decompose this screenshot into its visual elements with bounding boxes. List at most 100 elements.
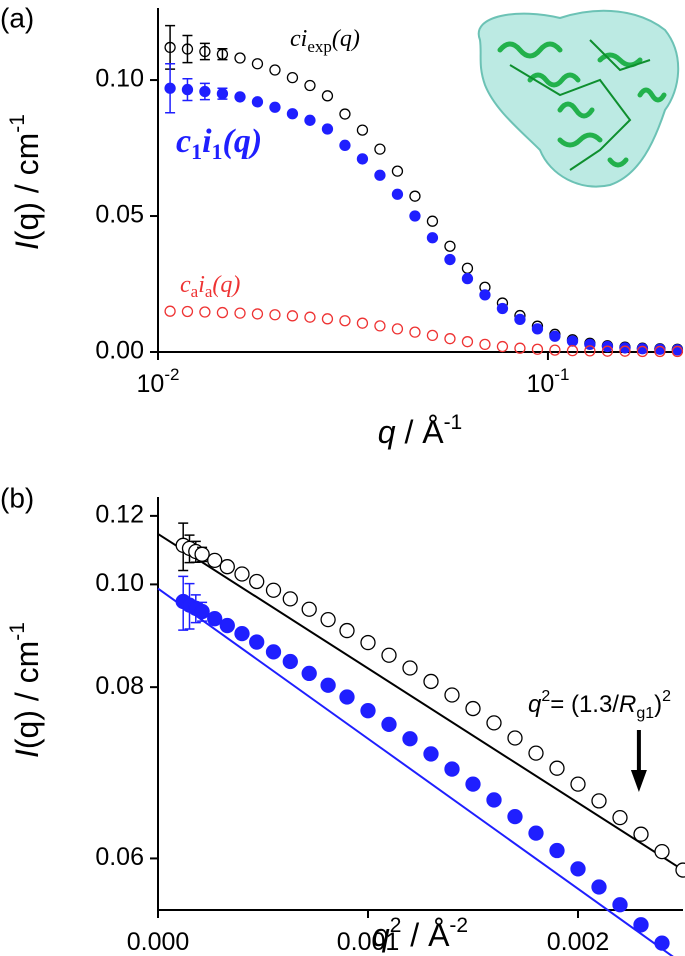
data-point bbox=[654, 935, 670, 951]
label-part: c bbox=[180, 272, 191, 298]
label-part: 1 bbox=[191, 139, 202, 164]
data-point bbox=[234, 307, 246, 319]
data-point bbox=[479, 289, 491, 301]
data-point bbox=[251, 58, 264, 70]
data-point bbox=[219, 617, 235, 634]
data-point bbox=[164, 82, 176, 94]
data-point bbox=[402, 731, 418, 747]
data-point bbox=[391, 188, 404, 200]
data-point bbox=[286, 71, 299, 84]
data-point bbox=[304, 79, 316, 92]
label-part: q bbox=[372, 917, 390, 953]
tick-base: 10 bbox=[526, 370, 554, 398]
data-point bbox=[381, 647, 397, 663]
data-point bbox=[282, 591, 298, 607]
y-tick-label: 0.05 bbox=[95, 201, 144, 229]
data-point bbox=[531, 323, 544, 335]
y-tick-label: 0.00 bbox=[95, 337, 144, 365]
label-part: / Å bbox=[396, 414, 445, 450]
label-part: a bbox=[191, 282, 199, 301]
data-point bbox=[374, 169, 386, 181]
data-point bbox=[601, 345, 614, 357]
data-point bbox=[356, 124, 369, 136]
data-point bbox=[409, 190, 421, 202]
data-point bbox=[465, 700, 481, 717]
error-bar bbox=[182, 34, 193, 64]
data-point bbox=[339, 108, 351, 120]
data-point bbox=[219, 559, 235, 575]
label-part: (q) bbox=[332, 26, 360, 52]
label-part: exp bbox=[307, 37, 332, 56]
data-point bbox=[301, 665, 317, 682]
data-point bbox=[636, 345, 649, 358]
data-point bbox=[391, 165, 404, 177]
data-point bbox=[216, 48, 229, 60]
data-point bbox=[507, 730, 523, 746]
data-point bbox=[444, 240, 456, 252]
data-point bbox=[286, 108, 299, 120]
y-tick-label: 0.06 bbox=[95, 843, 144, 871]
data-point bbox=[619, 342, 631, 354]
data-point bbox=[269, 101, 281, 113]
label-part: / Å bbox=[401, 917, 450, 953]
data-point bbox=[249, 573, 265, 590]
data-point bbox=[251, 308, 264, 320]
data-point bbox=[486, 792, 502, 808]
data-point bbox=[216, 88, 229, 100]
label-part: 2 bbox=[662, 688, 671, 705]
data-point bbox=[374, 320, 386, 332]
y-tick-label: 0.12 bbox=[95, 500, 144, 528]
data-point bbox=[207, 611, 223, 627]
label-part: 2 bbox=[390, 914, 402, 937]
data-point bbox=[619, 345, 631, 357]
data-point bbox=[531, 343, 544, 355]
label-part: a bbox=[205, 282, 213, 301]
data-point bbox=[320, 612, 336, 628]
y-tick-label: 0.10 bbox=[95, 569, 144, 597]
data-point bbox=[566, 335, 579, 347]
data-point bbox=[164, 305, 176, 317]
data-point bbox=[286, 310, 299, 322]
data-point bbox=[181, 83, 194, 96]
data-point bbox=[216, 306, 229, 319]
data-point bbox=[479, 338, 491, 351]
label-part: = (1.3/ bbox=[550, 691, 619, 718]
data-point bbox=[282, 653, 298, 670]
data-point bbox=[549, 760, 565, 776]
label-part: -1 bbox=[444, 411, 463, 434]
label-part: R bbox=[619, 691, 636, 718]
error-bar bbox=[165, 24, 176, 70]
data-point bbox=[461, 336, 474, 348]
data-point bbox=[461, 262, 474, 274]
label-part: q bbox=[528, 691, 542, 718]
data-point bbox=[304, 311, 316, 323]
data-point bbox=[265, 644, 282, 660]
data-point bbox=[321, 123, 334, 135]
error-bar bbox=[199, 42, 210, 61]
data-point bbox=[444, 253, 456, 266]
data-point bbox=[675, 862, 685, 878]
data-point bbox=[654, 843, 670, 860]
x-tick-label: 0.000 bbox=[127, 928, 190, 956]
x-tick-label: 0.002 bbox=[547, 928, 610, 956]
data-point bbox=[301, 601, 317, 617]
data-point bbox=[339, 315, 351, 327]
label-part: ) bbox=[654, 691, 662, 718]
label-part: -1 bbox=[6, 114, 29, 133]
data-point bbox=[320, 677, 336, 693]
data-point bbox=[356, 153, 369, 165]
data-point bbox=[465, 776, 481, 792]
data-point bbox=[612, 809, 628, 826]
label-part: i bbox=[198, 272, 205, 298]
data-point bbox=[528, 825, 544, 841]
data-point bbox=[181, 43, 194, 55]
label-part: (q) bbox=[212, 272, 240, 298]
label-part: (q) bbox=[223, 123, 263, 160]
data-point bbox=[549, 842, 565, 859]
data-point bbox=[426, 215, 439, 227]
data-point bbox=[612, 897, 628, 913]
data-point bbox=[426, 329, 439, 342]
data-point bbox=[304, 114, 316, 126]
data-point bbox=[409, 326, 421, 338]
label-part: -1 bbox=[6, 622, 29, 641]
